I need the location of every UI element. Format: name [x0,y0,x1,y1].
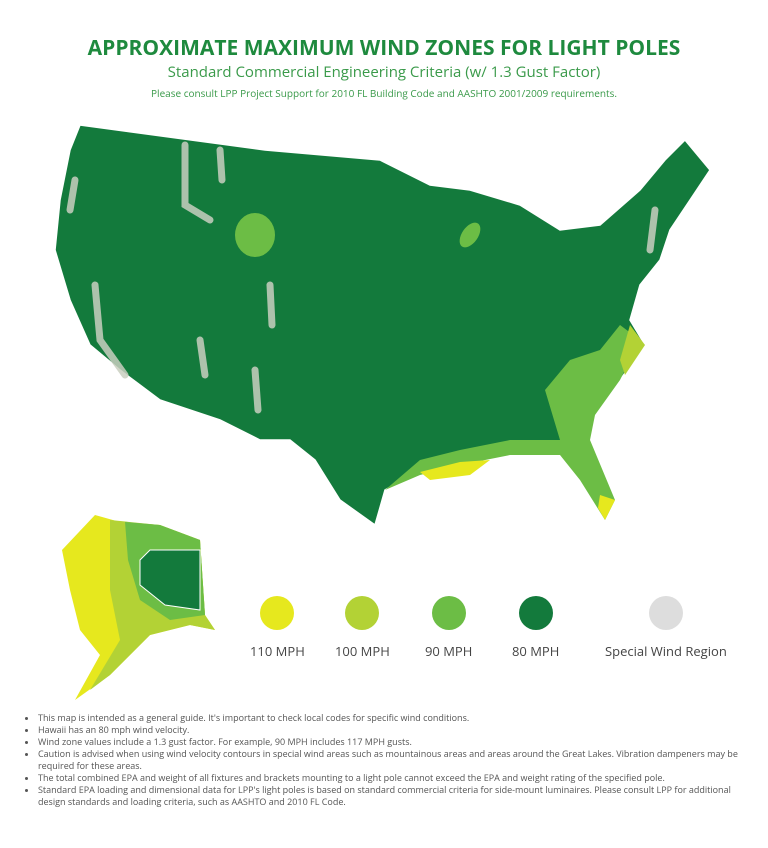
legend-swatch [345,596,380,630]
legend-label: 90 MPH [425,642,473,660]
florida-tip [598,495,615,520]
note-item: The total combined EPA and weight of all… [38,772,758,784]
legend-label: 80 MPH [512,642,560,660]
note-item: This map is intended as a general guide.… [38,712,758,724]
legend-swatch [260,596,295,630]
note-item: Caution is advised when using wind veloc… [38,748,758,772]
carolina-tip [620,325,645,375]
legend-label: 110 MPH [250,642,305,660]
note-item: Standard EPA loading and dimensional dat… [38,784,758,808]
us-mainland [54,124,711,527]
map [54,124,711,700]
alaska-80 [139,549,201,611]
special-wind-lines [66,141,659,414]
gulf-coast-band [385,440,615,520]
legend-item: 90 MPH [425,596,472,660]
note: Please consult LPP Project Support for 2… [151,86,617,100]
note-item: Wind zone values include a 1.3 gust fact… [38,736,758,748]
legend-item: 110 MPH [250,596,305,660]
legend-swatch [648,596,683,630]
subtitle: Standard Commercial Engineering Criteria… [167,62,601,82]
atlantic-coast-band [545,325,640,440]
special-region [235,213,275,257]
legend-swatch [518,596,553,630]
legend-item: 100 MPH [335,596,390,660]
legend-item: 80 MPH [512,596,559,660]
legend: 110 MPH 100 MPH 90 MPH 80 MPH Special Wind R… [250,596,750,666]
legend-label: 100 MPH [335,642,390,660]
note-item: Hawaii has an 80 mph wind velocity. [38,724,758,736]
gulf-110-band [420,460,490,480]
notes: This map is intended as a general guide.… [24,712,758,808]
legend-label: Special Wind Region [605,642,727,660]
special-region [459,222,481,248]
legend-item: Special Wind Region [605,596,727,660]
title: APPROXIMATE MAXIMUM WIND ZONES FOR LIGHT… [87,34,681,62]
legend-swatch [431,596,466,630]
